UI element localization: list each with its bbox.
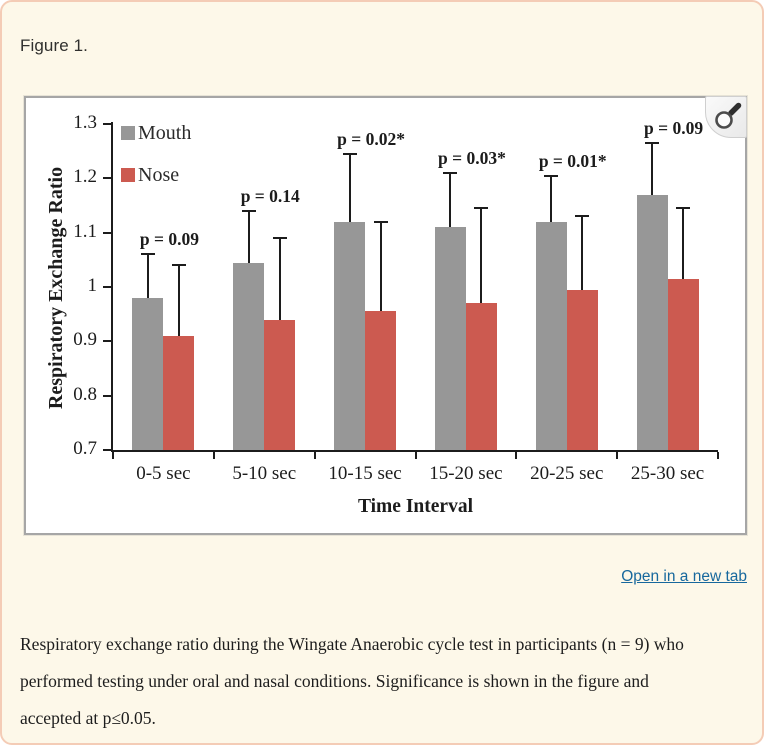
zoom-figure-button[interactable]	[705, 96, 747, 138]
legend-label-mouth: Mouth	[138, 121, 192, 144]
error-bar-nose-0-5-sec	[177, 265, 180, 336]
error-bar-cap-mouth-0-5-sec	[140, 253, 155, 256]
error-bar-nose-25-30-sec	[682, 208, 685, 279]
y-tick-mark	[103, 286, 111, 288]
y-tick-label: 1.3	[73, 112, 97, 133]
p-value-label-10-15-sec: p = 0.02*	[337, 128, 405, 149]
y-tick-label: 1	[87, 275, 98, 296]
y-tick-label: 0.9	[73, 329, 97, 351]
x-tick-mark	[616, 452, 619, 459]
error-bar-nose-10-15-sec	[379, 221, 382, 312]
x-tick-mark	[414, 452, 417, 459]
x-tick-label-20-25-sec: 20-25 sec	[530, 463, 604, 484]
error-bar-mouth-25-30-sec	[651, 143, 654, 195]
y-tick-mark	[103, 449, 111, 451]
error-bar-cap-mouth-15-20-sec	[443, 171, 458, 174]
y-tick-mark	[103, 340, 111, 343]
y-tick-mark	[103, 394, 111, 397]
y-tick-label: 0.7	[73, 438, 97, 459]
chart-canvas: Respiratory Exchange Ratio Mouth Nose 0.…	[26, 98, 745, 533]
bar-mouth-20-25-sec	[535, 221, 567, 450]
error-bar-cap-mouth-20-25-sec	[544, 174, 559, 177]
error-bar-cap-mouth-5-10-sec	[241, 209, 256, 212]
legend-label-nose: Nose	[138, 163, 180, 186]
error-bar-nose-5-10-sec	[278, 238, 281, 320]
x-axis-line	[111, 450, 718, 452]
bar-mouth-25-30-sec	[636, 194, 668, 450]
x-tick-label-25-30-sec: 25-30 sec	[630, 463, 705, 484]
x-tick-label-10-15-sec: 10-15 sec	[328, 463, 402, 484]
p-value-label-20-25-sec: p = 0.01*	[538, 150, 607, 171]
error-bar-nose-20-25-sec	[581, 216, 584, 290]
y-tick-label: 1.1	[73, 220, 97, 242]
error-bar-cap-nose-5-10-sec	[272, 237, 287, 240]
x-tick-mark	[212, 452, 215, 459]
error-bar-cap-mouth-25-30-sec	[645, 142, 660, 145]
figure-panel: Respiratory Exchange Ratio Mouth Nose 0.…	[24, 96, 747, 535]
x-tick-mark	[313, 452, 316, 459]
figure-actions: Open in a new tab	[24, 568, 747, 586]
bar-nose-15-20-sec	[465, 303, 497, 450]
open-in-new-tab-link[interactable]: Open in a new tab	[621, 568, 747, 585]
legend-item-nose: Nose	[121, 164, 191, 186]
bar-nose-5-10-sec	[264, 319, 296, 450]
error-bar-cap-nose-15-20-sec	[474, 207, 489, 210]
error-bar-mouth-10-15-sec	[348, 153, 351, 222]
bar-mouth-10-15-sec	[334, 221, 366, 450]
x-axis-title: Time Interval	[357, 496, 473, 517]
x-tick-mark	[112, 452, 114, 459]
magnifier-icon	[715, 102, 742, 129]
error-bar-cap-nose-10-15-sec	[373, 220, 388, 223]
bar-nose-20-25-sec	[566, 289, 598, 450]
error-bar-cap-mouth-10-15-sec	[342, 152, 357, 155]
x-tick-label-5-10-sec: 5-10 sec	[232, 463, 297, 484]
error-bar-mouth-20-25-sec	[550, 175, 553, 222]
p-value-label-0-5-sec: p = 0.09	[139, 229, 199, 250]
legend-swatch-mouth	[121, 126, 135, 140]
bar-mouth-15-20-sec	[434, 227, 466, 450]
p-value-label-25-30-sec: p = 0.09	[644, 118, 704, 139]
legend-swatch-nose	[121, 168, 135, 182]
p-value-label-15-20-sec: p = 0.03*	[437, 147, 506, 168]
y-tick-label: 1.2	[73, 166, 97, 188]
bar-nose-10-15-sec	[365, 311, 397, 450]
error-bar-mouth-0-5-sec	[146, 254, 149, 298]
bar-nose-0-5-sec	[163, 335, 195, 450]
error-bar-cap-nose-20-25-sec	[575, 215, 590, 218]
y-tick-label: 0.8	[73, 383, 97, 405]
y-tick-mark	[103, 231, 111, 234]
bar-nose-25-30-sec	[667, 278, 699, 450]
error-bar-nose-15-20-sec	[480, 208, 483, 304]
figure-title: Figure 1.	[20, 36, 88, 55]
y-tick-mark	[103, 177, 111, 180]
x-tick-label-15-20-sec: 15-20 sec	[429, 463, 503, 484]
legend-item-mouth: Mouth	[121, 122, 191, 144]
bar-mouth-5-10-sec	[233, 262, 265, 450]
error-bar-cap-nose-0-5-sec	[171, 264, 186, 267]
bar-mouth-0-5-sec	[132, 297, 164, 450]
figure-caption: Respiratory exchange ratio during the Wi…	[20, 634, 684, 728]
error-bar-mouth-15-20-sec	[449, 172, 452, 228]
p-value-label-5-10-sec: p = 0.14	[240, 185, 300, 206]
x-tick-label-0-5-sec: 0-5 sec	[136, 463, 191, 484]
error-bar-cap-nose-25-30-sec	[676, 207, 691, 210]
y-tick-mark	[103, 123, 111, 125]
y-axis-line	[111, 122, 113, 452]
x-tick-mark	[515, 452, 518, 459]
chart-legend: Mouth Nose	[121, 122, 191, 206]
error-bar-mouth-5-10-sec	[247, 210, 250, 263]
x-tick-mark	[717, 452, 719, 459]
